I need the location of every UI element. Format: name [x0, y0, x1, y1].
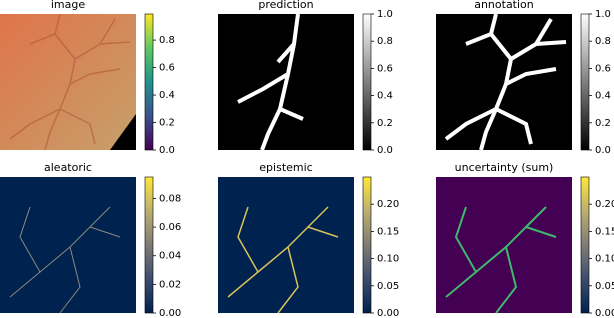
colorbar-tick-label: 0.8	[595, 36, 611, 47]
colorbar	[580, 176, 590, 314]
colorbar	[580, 13, 590, 151]
colorbar-tick-label: 0.2	[595, 118, 611, 129]
colorbar-tick-label: 0.08	[159, 193, 181, 204]
panel-title: image	[51, 0, 85, 11]
colorbar-tick-label: 0.10	[595, 254, 614, 265]
panel-title: aleatoric	[44, 161, 92, 174]
colorbar-tick-label: 0.8	[159, 35, 175, 46]
colorbar-tick-label: 0.4	[595, 91, 611, 102]
image-vessel	[445, 206, 557, 314]
panel-title: epistemic	[259, 161, 312, 174]
colorbar-tick-label: 0.06	[159, 222, 181, 233]
panel-title: uncertainty (sum)	[455, 161, 554, 174]
colorbar-tick-label: 1.0	[377, 9, 393, 20]
colorbar-tick-label: 0.0	[159, 145, 175, 156]
colorbar-tick-label: 0.6	[377, 63, 393, 74]
image-vessel	[227, 206, 339, 314]
colorbar-tick-label: 0.8	[377, 36, 393, 47]
image-background	[218, 177, 354, 313]
panel-title: annotation	[474, 0, 534, 11]
colorbar-tick-label: 0.4	[159, 90, 175, 101]
colorbar-tick-label: 0.20	[595, 199, 614, 210]
image-background	[436, 177, 572, 313]
colorbar-tick-label: 0.00	[377, 308, 399, 318]
image-background	[0, 177, 136, 313]
colorbar	[362, 176, 372, 314]
colorbar-tick-label: 0.05	[377, 281, 399, 292]
colorbar-tick-label: 0.0	[377, 145, 393, 156]
colorbar-tick-label: 0.0	[595, 145, 611, 156]
colorbar	[144, 176, 154, 314]
colorbar	[362, 13, 372, 151]
colorbar-tick-label: 0.04	[159, 251, 181, 262]
image-vessel	[444, 13, 567, 151]
colorbar	[144, 13, 154, 151]
colorbar-tick-label: 0.02	[159, 279, 181, 290]
colorbar-tick-label: 0.10	[377, 254, 399, 265]
colorbar-tick-label: 0.2	[377, 118, 393, 129]
colorbar-tick-label: 0.2	[159, 118, 175, 129]
colorbar-tick-label: 0.00	[595, 308, 614, 318]
colorbar-tick-label: 0.6	[159, 63, 175, 74]
image-background	[0, 14, 136, 150]
colorbar-tick-label: 0.00	[159, 308, 181, 318]
colorbar-tick-label: 0.15	[595, 226, 614, 237]
colorbar-tick-label: 0.20	[377, 199, 399, 210]
panel-title: prediction	[258, 0, 313, 11]
image-vessel	[237, 13, 304, 151]
colorbar-tick-label: 0.15	[377, 226, 399, 237]
colorbar-tick-label: 0.4	[377, 91, 393, 102]
colorbar-tick-label: 0.05	[595, 281, 614, 292]
colorbar-tick-label: 0.6	[595, 63, 611, 74]
image-edge	[110, 114, 136, 150]
image-vessel	[9, 206, 121, 314]
colorbar-tick-label: 1.0	[595, 9, 611, 20]
image-vessel	[9, 13, 131, 151]
